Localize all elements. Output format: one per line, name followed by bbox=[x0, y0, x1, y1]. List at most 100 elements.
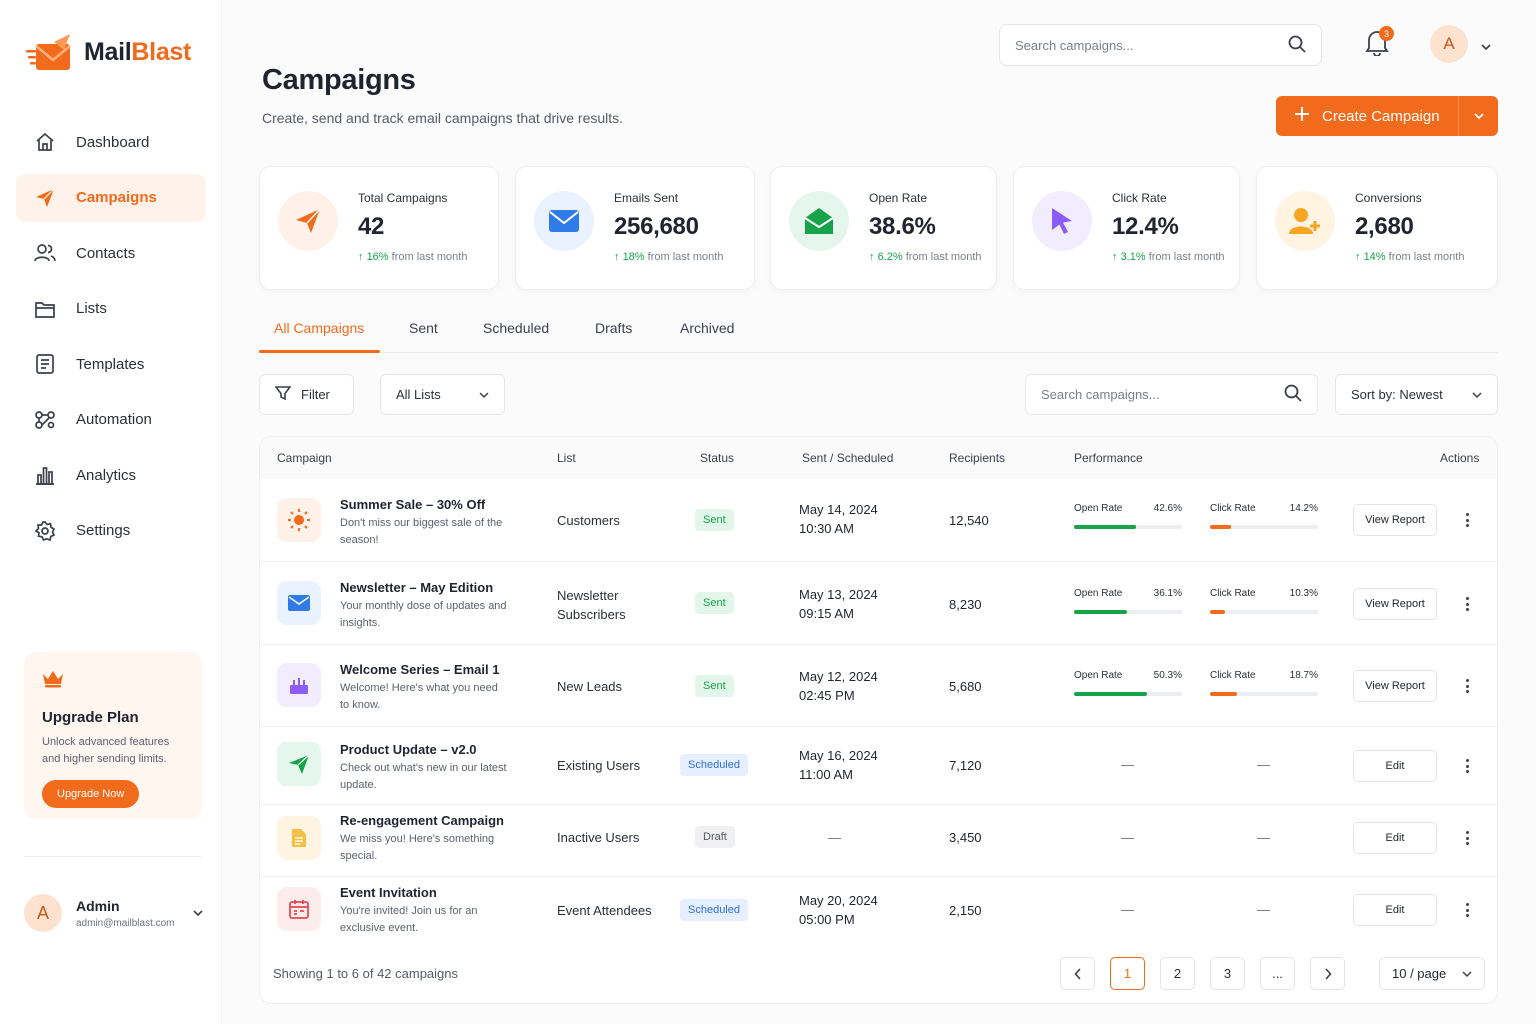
create-campaign-main[interactable]: Create Campaign bbox=[1276, 96, 1458, 136]
more-options-icon[interactable] bbox=[1460, 676, 1474, 696]
edit-button[interactable]: Edit bbox=[1353, 750, 1437, 782]
create-campaign-button[interactable]: Create Campaign bbox=[1276, 96, 1498, 136]
campaign-name[interactable]: Welcome Series – Email 1 bbox=[340, 662, 500, 677]
page-button-3[interactable]: 3 bbox=[1210, 957, 1245, 990]
create-campaign-label: Create Campaign bbox=[1322, 107, 1440, 125]
campaign-name[interactable]: Product Update – v2.0 bbox=[340, 742, 477, 757]
lists-select[interactable]: All Lists bbox=[380, 374, 505, 415]
per-page-select[interactable]: 10 / page bbox=[1379, 957, 1485, 990]
create-campaign-dropdown[interactable] bbox=[1458, 96, 1498, 136]
cursor-icon bbox=[1032, 191, 1092, 251]
more-options-icon[interactable] bbox=[1460, 756, 1474, 776]
table-search-input[interactable]: Search campaigns... bbox=[1025, 374, 1318, 415]
view-report-button[interactable]: View Report bbox=[1353, 588, 1437, 620]
sort-select[interactable]: Sort by: Newest bbox=[1335, 374, 1498, 415]
campaign-recipients: 5,680 bbox=[949, 679, 982, 694]
stat-card-emails-sent: Emails Sent 256,680 ↑ 18% from last mont… bbox=[515, 166, 755, 290]
campaign-name[interactable]: Summer Sale – 30% Off bbox=[340, 497, 486, 512]
logo-text-mail: Mail bbox=[84, 37, 132, 66]
sidebar-item-templates[interactable]: Templates bbox=[16, 340, 206, 388]
edit-button[interactable]: Edit bbox=[1353, 894, 1437, 926]
column-header-list[interactable]: List bbox=[557, 451, 576, 465]
filter-button[interactable]: Filter bbox=[259, 374, 354, 415]
chevron-down-icon[interactable] bbox=[1480, 38, 1492, 56]
campaign-description: Don't miss our biggest sale of the seaso… bbox=[340, 517, 503, 546]
tab-all-campaigns[interactable]: All Campaigns bbox=[274, 320, 365, 336]
campaign-name[interactable]: Re-engagement Campaign bbox=[340, 813, 504, 828]
calendar-icon bbox=[277, 887, 321, 931]
sidebar-item-settings[interactable]: Settings bbox=[16, 507, 206, 555]
table-row[interactable]: Newsletter – May Edition Your monthly do… bbox=[260, 562, 1497, 645]
stat-change: ↑ 3.1% from last month bbox=[1112, 251, 1225, 263]
search-icon[interactable] bbox=[1288, 35, 1306, 56]
campaign-list: Inactive Users bbox=[557, 830, 640, 845]
click-rate-empty: — bbox=[1257, 757, 1270, 772]
tab-sent[interactable]: Sent bbox=[409, 320, 438, 336]
sort-select-value: Sort by: Newest bbox=[1351, 387, 1443, 402]
sidebar-divider bbox=[24, 856, 202, 857]
open-rate-metric: Open Rate 50.3% bbox=[1074, 670, 1182, 696]
tab-archived[interactable]: Archived bbox=[680, 320, 735, 336]
sidebar-nav: Dashboard Campaigns Contacts Lists Templ… bbox=[16, 118, 206, 562]
stat-change: ↑ 16% from last month bbox=[358, 251, 468, 263]
column-header-sent-scheduled[interactable]: Sent / Scheduled bbox=[802, 451, 894, 465]
campaign-date: May 20, 2024 05:00 PM bbox=[799, 893, 878, 927]
tab-scheduled[interactable]: Scheduled bbox=[483, 320, 550, 336]
column-header-actions: Actions bbox=[1440, 451, 1480, 465]
campaign-description: Check out what's new in our latest updat… bbox=[340, 762, 507, 791]
more-options-icon[interactable] bbox=[1460, 828, 1474, 848]
sidebar-item-contacts[interactable]: Contacts bbox=[16, 229, 206, 277]
top-search-input[interactable]: Search campaigns... bbox=[999, 24, 1322, 66]
sidebar-item-analytics[interactable]: Analytics bbox=[16, 451, 206, 499]
column-header-recipients[interactable]: Recipients bbox=[949, 451, 1006, 465]
chevron-down-icon bbox=[1472, 387, 1482, 402]
next-page-button[interactable] bbox=[1310, 957, 1345, 990]
sidebar-item-dashboard[interactable]: Dashboard bbox=[16, 118, 206, 166]
campaign-name[interactable]: Event Invitation bbox=[340, 885, 437, 900]
top-avatar[interactable]: A bbox=[1430, 25, 1468, 63]
upgrade-now-button[interactable]: Upgrade Now bbox=[42, 780, 140, 808]
page-ellipsis[interactable]: ... bbox=[1260, 957, 1295, 990]
sidebar-item-campaigns[interactable]: Campaigns bbox=[16, 173, 206, 222]
sidebar-item-automation[interactable]: Automation bbox=[16, 396, 206, 444]
edit-button[interactable]: Edit bbox=[1353, 822, 1437, 854]
paper-plane-icon bbox=[277, 742, 321, 786]
table-row[interactable]: Event Invitation You're invited! Join us… bbox=[260, 877, 1497, 945]
table-row[interactable]: Summer Sale – 30% Off Don't miss our big… bbox=[260, 479, 1497, 562]
more-options-icon[interactable] bbox=[1460, 510, 1474, 530]
logo-text-blast: Blast bbox=[131, 37, 192, 66]
sidebar-item-lists[interactable]: Lists bbox=[16, 285, 206, 333]
paper-plane-icon bbox=[278, 191, 338, 251]
sidebar-item-label: Settings bbox=[76, 522, 131, 539]
search-icon[interactable] bbox=[1284, 384, 1302, 405]
tab-drafts[interactable]: Drafts bbox=[595, 320, 633, 336]
automation-icon bbox=[34, 409, 56, 431]
chevron-down-icon[interactable] bbox=[192, 904, 204, 922]
status-badge: Draft bbox=[695, 826, 735, 848]
notification-badge: 3 bbox=[1379, 26, 1394, 41]
page-button-1[interactable]: 1 bbox=[1110, 957, 1145, 990]
user-profile[interactable]: A Admin admin@mailblast.com bbox=[24, 894, 204, 932]
view-report-button[interactable]: View Report bbox=[1353, 670, 1437, 702]
column-header-status[interactable]: Status bbox=[700, 451, 735, 465]
column-header-campaign[interactable]: Campaign bbox=[277, 451, 332, 465]
filter-icon bbox=[274, 385, 292, 404]
table-row[interactable]: Welcome Series – Email 1 Welcome! Here's… bbox=[260, 645, 1497, 727]
pagination-summary: Showing 1 to 6 of 42 campaigns bbox=[273, 966, 459, 981]
view-report-button[interactable]: View Report bbox=[1353, 504, 1437, 536]
top-search-placeholder: Search campaigns... bbox=[1015, 37, 1134, 53]
status-badge: Scheduled bbox=[680, 754, 748, 776]
table-row[interactable]: Product Update – v2.0 Check out what's n… bbox=[260, 727, 1497, 805]
more-options-icon[interactable] bbox=[1460, 900, 1474, 920]
chevron-down-icon bbox=[1473, 113, 1484, 120]
prev-page-button[interactable] bbox=[1060, 957, 1095, 990]
more-options-icon[interactable] bbox=[1460, 594, 1474, 614]
campaign-name[interactable]: Newsletter – May Edition bbox=[340, 580, 494, 595]
logo[interactable]: MailBlast bbox=[26, 32, 191, 72]
campaign-recipients: 7,120 bbox=[949, 758, 982, 773]
page-button-2[interactable]: 2 bbox=[1160, 957, 1195, 990]
notifications-button[interactable]: 3 bbox=[1364, 26, 1394, 60]
table-row[interactable]: Re-engagement Campaign We miss you! Here… bbox=[260, 805, 1497, 877]
table-footer: Showing 1 to 6 of 42 campaigns 1 2 3 ...… bbox=[260, 945, 1497, 1003]
active-tab-indicator bbox=[259, 350, 380, 353]
